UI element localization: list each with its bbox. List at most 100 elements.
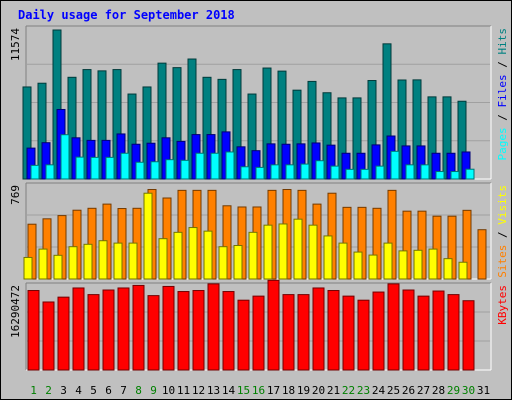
- bar-pages-day-4: [75, 156, 85, 180]
- bar-visits-day-8: [128, 242, 138, 280]
- x-tick-day-5: 5: [90, 384, 97, 397]
- ymax-label-hits-files-pages: 11574: [9, 28, 22, 61]
- bar-visits-day-5: [83, 243, 93, 280]
- bar-visits-day-13: [203, 230, 213, 280]
- bar-visits-day-22: [338, 242, 348, 280]
- bar-visits-day-28: [428, 248, 438, 280]
- bar-kbytes-day-24: [372, 291, 385, 371]
- chart-title: Daily usage for September 2018: [18, 8, 235, 22]
- bar-pages-day-26: [405, 164, 415, 180]
- bar-kbytes-day-30: [462, 300, 475, 371]
- bar-kbytes-day-3: [57, 296, 70, 371]
- bar-visits-day-16: [248, 231, 258, 280]
- bar-visits-day-2: [38, 248, 48, 280]
- x-tick-day-13: 13: [207, 384, 220, 397]
- bar-pages-day-24: [375, 165, 385, 180]
- bar-visits-day-12: [188, 227, 198, 280]
- bar-visits-day-17: [263, 224, 273, 280]
- bar-visits-day-18: [278, 223, 288, 280]
- x-tick-day-20: 20: [312, 384, 325, 397]
- bar-pages-day-16: [255, 166, 265, 180]
- bar-visits-day-19: [293, 218, 303, 280]
- bar-pages-day-6: [105, 156, 115, 180]
- legend-hits-files-pages: Pages / Files / Hits: [496, 28, 509, 161]
- bar-visits-day-1: [23, 256, 33, 280]
- bar-visits-day-15: [233, 245, 243, 280]
- x-tick-day-26: 26: [402, 384, 415, 397]
- x-tick-day-27: 27: [417, 384, 430, 397]
- bar-pages-day-10: [165, 159, 175, 180]
- bar-kbytes-day-17: [267, 279, 280, 371]
- bar-kbytes-day-11: [177, 291, 190, 371]
- x-tick-day-12: 12: [192, 384, 205, 397]
- legend-item: Sites: [496, 245, 509, 278]
- bar-visits-day-6: [98, 240, 108, 280]
- bar-pages-day-20: [315, 160, 325, 180]
- bar-sites-day-31: [477, 229, 487, 280]
- x-tick-day-2: 2: [45, 384, 52, 397]
- ymax-label-kbytes: 16290472: [9, 285, 22, 338]
- bar-kbytes-day-23: [357, 299, 370, 371]
- bar-kbytes-day-1: [27, 290, 40, 371]
- x-tick-day-8: 8: [135, 384, 142, 397]
- bar-kbytes-day-29: [447, 294, 460, 371]
- legend-item: Pages: [496, 127, 509, 160]
- bar-visits-day-14: [218, 246, 228, 280]
- bar-kbytes-day-19: [297, 294, 310, 371]
- bar-kbytes-day-18: [282, 294, 295, 371]
- x-tick-day-23: 23: [357, 384, 370, 397]
- bar-visits-day-27: [413, 249, 423, 280]
- bar-pages-day-3: [60, 134, 70, 180]
- legend-visits-sites: Sites / Visits: [496, 185, 509, 278]
- bar-kbytes-day-10: [162, 285, 175, 371]
- legend-item: KBytes: [496, 285, 509, 325]
- bar-pages-day-22: [345, 168, 355, 180]
- legend-kbytes: KBytes: [496, 285, 509, 325]
- bar-kbytes-day-15: [237, 299, 250, 371]
- bar-visits-day-23: [353, 251, 363, 280]
- bar-visits-day-20: [308, 224, 318, 280]
- bar-kbytes-day-16: [252, 295, 265, 371]
- bar-kbytes-day-13: [207, 283, 220, 371]
- bar-pages-day-18: [285, 164, 295, 180]
- x-tick-day-31: 31: [477, 384, 490, 397]
- bar-visits-day-25: [383, 242, 393, 280]
- bar-visits-day-4: [68, 246, 78, 280]
- x-tick-day-15: 15: [237, 384, 250, 397]
- legend-item: Visits: [496, 185, 509, 225]
- bar-visits-day-9: [143, 192, 153, 280]
- bar-pages-day-14: [225, 151, 235, 180]
- x-tick-day-11: 11: [177, 384, 190, 397]
- bar-kbytes-day-28: [432, 290, 445, 371]
- bar-kbytes-day-9: [147, 295, 160, 371]
- bar-pages-day-15: [240, 166, 250, 180]
- bar-kbytes-day-2: [42, 301, 55, 371]
- bar-kbytes-day-4: [72, 287, 85, 371]
- x-tick-day-24: 24: [372, 384, 386, 397]
- bar-kbytes-day-26: [402, 289, 415, 371]
- x-tick-day-9: 9: [150, 384, 157, 397]
- bar-pages-day-30: [465, 168, 475, 180]
- bar-visits-day-29: [443, 258, 453, 280]
- legend-item: /: [496, 108, 509, 128]
- bar-kbytes-day-21: [327, 290, 340, 371]
- bar-kbytes-day-5: [87, 294, 100, 371]
- bar-pages-day-19: [300, 163, 310, 180]
- x-tick-day-29: 29: [447, 384, 460, 397]
- bar-visits-day-24: [368, 254, 378, 280]
- x-tick-day-7: 7: [120, 384, 127, 397]
- x-tick-day-4: 4: [75, 384, 82, 397]
- bar-pages-day-1: [30, 164, 40, 180]
- bar-pages-day-23: [360, 168, 370, 180]
- bar-pages-day-28: [435, 171, 445, 180]
- legend-item: /: [496, 55, 509, 75]
- x-tick-day-19: 19: [297, 384, 310, 397]
- bar-kbytes-day-20: [312, 287, 325, 371]
- bar-kbytes-day-27: [417, 295, 430, 371]
- bar-pages-day-11: [180, 159, 190, 180]
- x-tick-day-6: 6: [105, 384, 112, 397]
- bar-pages-day-17: [270, 164, 280, 180]
- x-tick-day-21: 21: [327, 384, 340, 397]
